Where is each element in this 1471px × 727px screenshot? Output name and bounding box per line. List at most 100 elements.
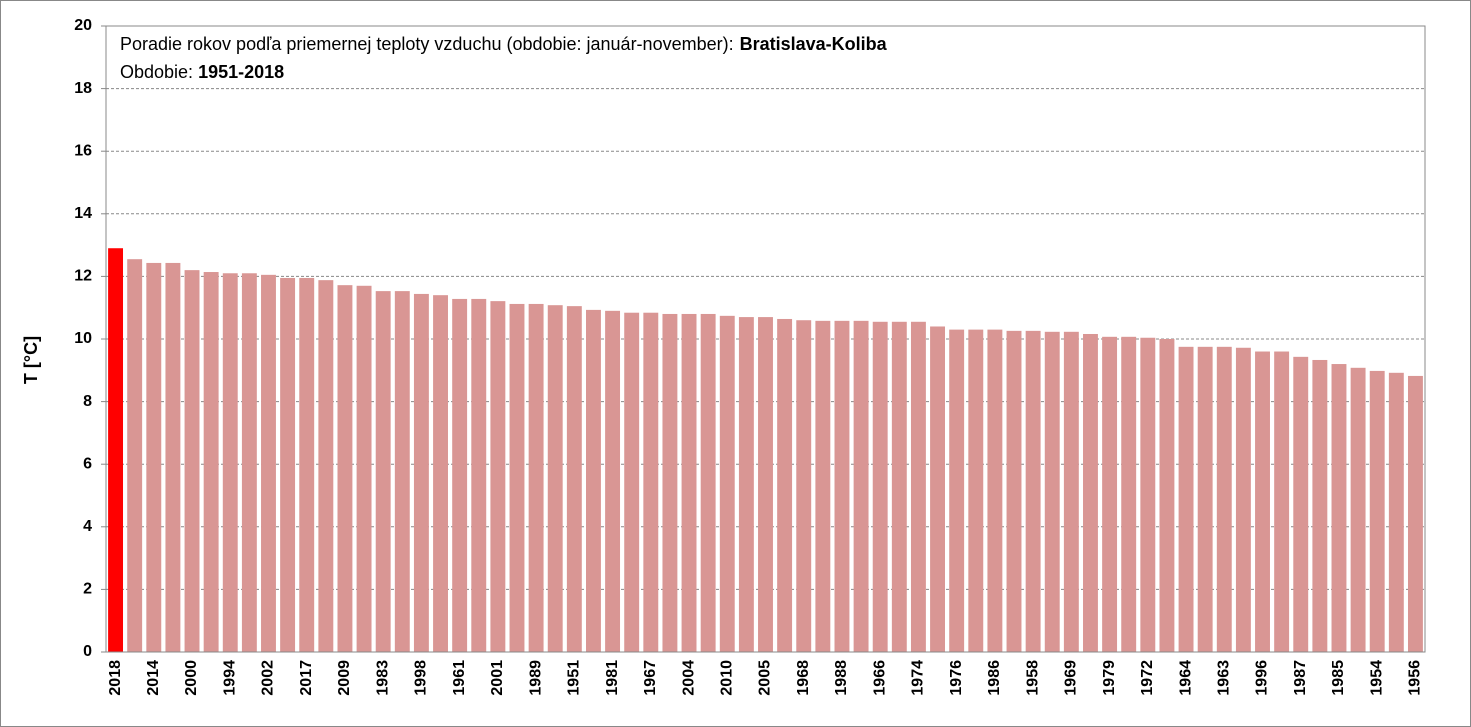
x-tick-label: 2017 xyxy=(298,660,315,696)
x-tick-label: 2014 xyxy=(145,660,162,696)
bar xyxy=(1369,370,1385,652)
bar xyxy=(471,298,487,652)
x-tick-label: 1967 xyxy=(642,660,659,696)
x-tick-label: 1966 xyxy=(871,660,888,696)
bar xyxy=(1197,346,1213,652)
y-axis-label: T [°C] xyxy=(21,336,41,384)
subtitle-text: Obdobie: xyxy=(120,62,193,82)
x-tick-label: 2010 xyxy=(718,660,735,696)
x-tick-label: 2018 xyxy=(107,660,124,696)
bar xyxy=(1293,356,1309,652)
bar xyxy=(949,329,965,652)
x-tick-label: 1986 xyxy=(986,660,1003,696)
bar xyxy=(738,317,754,652)
chart-title: Poradie rokov podľa priemernej teploty v… xyxy=(120,34,888,54)
y-tick-label: 14 xyxy=(74,205,92,222)
bar xyxy=(146,262,162,652)
bar xyxy=(261,274,276,652)
x-tick-label: 2005 xyxy=(757,660,774,696)
bar xyxy=(1044,331,1060,652)
y-tick-label: 16 xyxy=(74,142,92,159)
x-tick-label: 1961 xyxy=(451,660,468,696)
bar xyxy=(547,305,563,652)
x-tick-label: 1964 xyxy=(1177,660,1194,696)
bar xyxy=(394,291,410,652)
x-tick-label: 1956 xyxy=(1407,660,1424,696)
bar xyxy=(796,320,812,652)
subtitle-period: 1951-2018 xyxy=(198,62,284,82)
bar xyxy=(165,262,181,652)
bar xyxy=(872,321,888,652)
bar xyxy=(719,315,735,652)
bar xyxy=(605,310,621,652)
x-tick-label: 1983 xyxy=(374,660,391,696)
bar xyxy=(1025,330,1041,652)
y-tick-label: 0 xyxy=(83,643,92,660)
bar xyxy=(509,303,525,652)
bar xyxy=(413,293,429,652)
bar xyxy=(1255,351,1270,652)
x-tick-label: 2000 xyxy=(183,660,200,696)
bar xyxy=(930,326,945,652)
bar xyxy=(1083,333,1098,652)
x-tick-label: 1994 xyxy=(221,660,238,696)
x-tick-label: 2009 xyxy=(336,660,353,696)
chart-subtitle: Obdobie: 1951-2018 xyxy=(120,62,284,82)
y-tick-label: 4 xyxy=(83,518,92,535)
x-tick-label: 1972 xyxy=(1139,660,1156,696)
bar xyxy=(452,298,468,652)
bar xyxy=(834,320,850,652)
bar xyxy=(490,301,506,652)
bar xyxy=(127,259,143,652)
bar xyxy=(1388,372,1404,652)
bar xyxy=(910,321,926,652)
bar xyxy=(624,312,640,652)
bar xyxy=(1159,339,1175,652)
x-tick-label: 1985 xyxy=(1330,660,1347,696)
bar xyxy=(1331,364,1347,652)
y-tick-label: 20 xyxy=(74,17,92,34)
title-text: Poradie rokov podľa priemernej teploty v… xyxy=(120,34,734,54)
x-tick-label: 1968 xyxy=(795,660,812,696)
y-tick-label: 12 xyxy=(74,268,92,285)
bar xyxy=(853,320,869,652)
bar xyxy=(700,313,716,652)
bar xyxy=(184,270,200,652)
y-tick-label: 10 xyxy=(74,330,92,347)
bar xyxy=(241,273,257,652)
bar xyxy=(1006,330,1022,652)
x-tick-label: 1958 xyxy=(1024,660,1041,696)
bar xyxy=(566,306,582,652)
bar xyxy=(108,248,124,653)
bar xyxy=(356,285,372,652)
x-tick-label: 1979 xyxy=(1101,660,1118,696)
bar xyxy=(1350,367,1366,652)
bar xyxy=(337,285,353,652)
y-tick-label: 2 xyxy=(83,581,92,598)
x-tick-label: 1988 xyxy=(833,660,850,696)
bar xyxy=(1216,346,1232,652)
x-tick-label: 1981 xyxy=(604,660,621,696)
bar xyxy=(375,291,391,652)
x-tick-label: 1954 xyxy=(1368,660,1385,696)
bar xyxy=(681,313,697,652)
bar xyxy=(1063,331,1079,652)
bar xyxy=(1274,351,1290,652)
bar xyxy=(987,329,1003,652)
bar xyxy=(1407,375,1423,652)
bar xyxy=(777,318,793,652)
x-tick-label: 1963 xyxy=(1216,660,1233,696)
x-tick-label: 2004 xyxy=(680,660,697,696)
bar xyxy=(1235,347,1251,652)
x-tick-label: 1998 xyxy=(413,660,430,696)
bar xyxy=(280,277,296,652)
bar xyxy=(968,329,984,652)
bar xyxy=(586,309,601,652)
bar xyxy=(643,312,659,652)
bar xyxy=(1102,336,1118,652)
bar xyxy=(299,277,315,652)
x-tick-label: 1969 xyxy=(1063,660,1080,696)
bar xyxy=(222,273,238,652)
x-tick-label: 1996 xyxy=(1254,660,1271,696)
